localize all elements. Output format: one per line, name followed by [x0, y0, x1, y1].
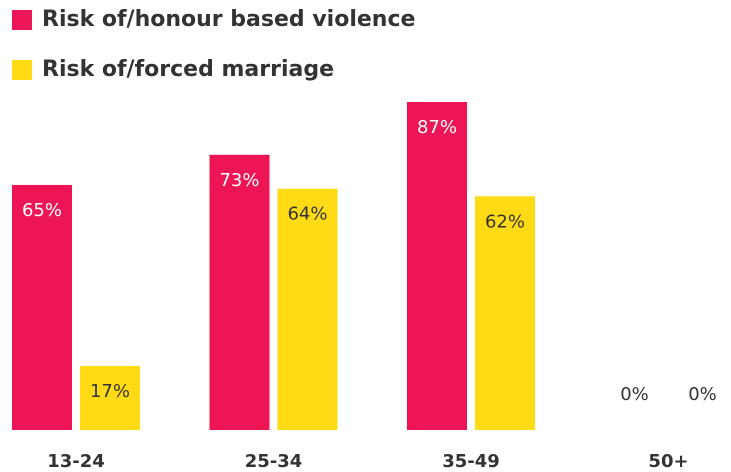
- value-label: 62%: [485, 211, 525, 232]
- x-tick-label: 35-49: [442, 451, 500, 472]
- x-tick-label: 25-34: [245, 451, 303, 472]
- bar: [80, 365, 140, 430]
- value-label: 0%: [688, 384, 717, 405]
- bar: [209, 154, 270, 431]
- bar: [277, 188, 338, 430]
- legend-swatch: [12, 10, 32, 30]
- value-label: 65%: [22, 200, 62, 221]
- bar: [475, 196, 535, 430]
- bar: [12, 184, 72, 430]
- bar: [407, 102, 467, 430]
- value-label: 0%: [620, 384, 649, 405]
- value-label: 73%: [219, 170, 259, 191]
- x-tick-label: 50+: [648, 451, 688, 472]
- x-tick-label: 13-24: [47, 451, 105, 472]
- legend-label: Risk of/honour based violence: [42, 7, 415, 32]
- value-label: 87%: [417, 117, 457, 138]
- value-label: 64%: [287, 204, 327, 225]
- legend-swatch: [12, 60, 32, 80]
- value-label: 17%: [90, 381, 130, 402]
- legend-label: Risk of/forced marriage: [42, 57, 334, 82]
